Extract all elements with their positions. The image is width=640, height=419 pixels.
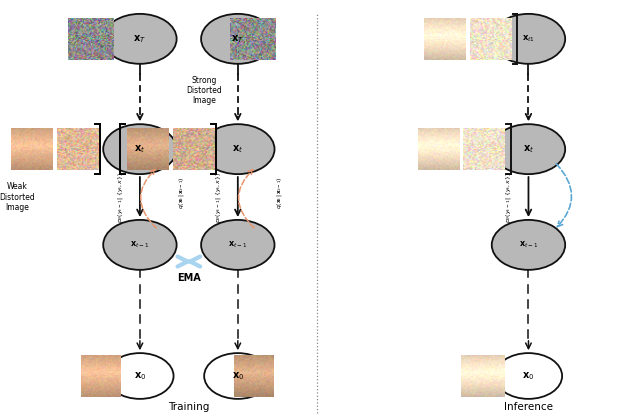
Text: $p_\theta(y_{t-1}\,|\,\{y_t,x\})$: $p_\theta(y_{t-1}\,|\,\{y_t,x\})$ (116, 171, 125, 222)
FancyArrowPatch shape (556, 164, 572, 227)
Text: $\mathbf{x}_t$: $\mathbf{x}_t$ (523, 143, 534, 155)
Circle shape (201, 14, 275, 64)
Text: $\mathbf{x}_0$: $\mathbf{x}_0$ (522, 370, 534, 382)
Circle shape (492, 124, 565, 174)
Text: Inference: Inference (504, 402, 553, 412)
Text: Weak
Distorted
Image: Weak Distorted Image (0, 182, 35, 212)
Circle shape (492, 14, 565, 64)
Text: $p_\theta(y_{t-1}\,|\,\{y_t,x\})$: $p_\theta(y_{t-1}\,|\,\{y_t,x\})$ (214, 171, 223, 222)
Circle shape (103, 220, 177, 270)
Circle shape (103, 14, 177, 64)
Text: $\mathbf{x}_{t-1}$: $\mathbf{x}_{t-1}$ (228, 240, 248, 250)
Circle shape (201, 220, 275, 270)
Text: $p_\theta(y_{t-1}\,|\,\{y_t,x\})$: $p_\theta(y_{t-1}\,|\,\{y_t,x\})$ (504, 171, 513, 222)
Circle shape (106, 353, 173, 399)
Circle shape (204, 353, 271, 399)
Text: Training: Training (168, 402, 209, 412)
Text: $q(\mathbf{x}_t\,|\,\mathbf{x}_{t-1})$: $q(\mathbf{x}_t\,|\,\mathbf{x}_{t-1})$ (177, 176, 186, 209)
Text: $q(\mathbf{x}_t\,|\,\mathbf{x}_{t-1})$: $q(\mathbf{x}_t\,|\,\mathbf{x}_{t-1})$ (275, 176, 284, 209)
Text: EMA: EMA (177, 273, 201, 283)
Text: $\mathbf{x}_{t-1}$: $\mathbf{x}_{t-1}$ (519, 240, 538, 250)
Text: $\mathbf{x}_T$: $\mathbf{x}_T$ (133, 33, 147, 45)
Text: $\mathbf{x}_T$: $\mathbf{x}_T$ (231, 33, 244, 45)
Text: $\mathbf{x}_0$: $\mathbf{x}_0$ (134, 370, 146, 382)
FancyArrowPatch shape (239, 170, 254, 228)
Text: $\mathbf{x}_t$: $\mathbf{x}_t$ (232, 143, 243, 155)
FancyArrowPatch shape (141, 170, 156, 228)
Text: Strong
Distorted
Image: Strong Distorted Image (186, 76, 222, 106)
Circle shape (495, 353, 562, 399)
Circle shape (492, 220, 565, 270)
Text: $\mathbf{x}_{t-1}$: $\mathbf{x}_{t-1}$ (130, 240, 150, 250)
Text: $\mathbf{x}_0$: $\mathbf{x}_0$ (232, 370, 244, 382)
Text: $\mathbf{x}_{t1}$: $\mathbf{x}_{t1}$ (522, 34, 535, 44)
Circle shape (201, 124, 275, 174)
Circle shape (103, 124, 177, 174)
Text: $\mathbf{x}_t$: $\mathbf{x}_t$ (134, 143, 145, 155)
